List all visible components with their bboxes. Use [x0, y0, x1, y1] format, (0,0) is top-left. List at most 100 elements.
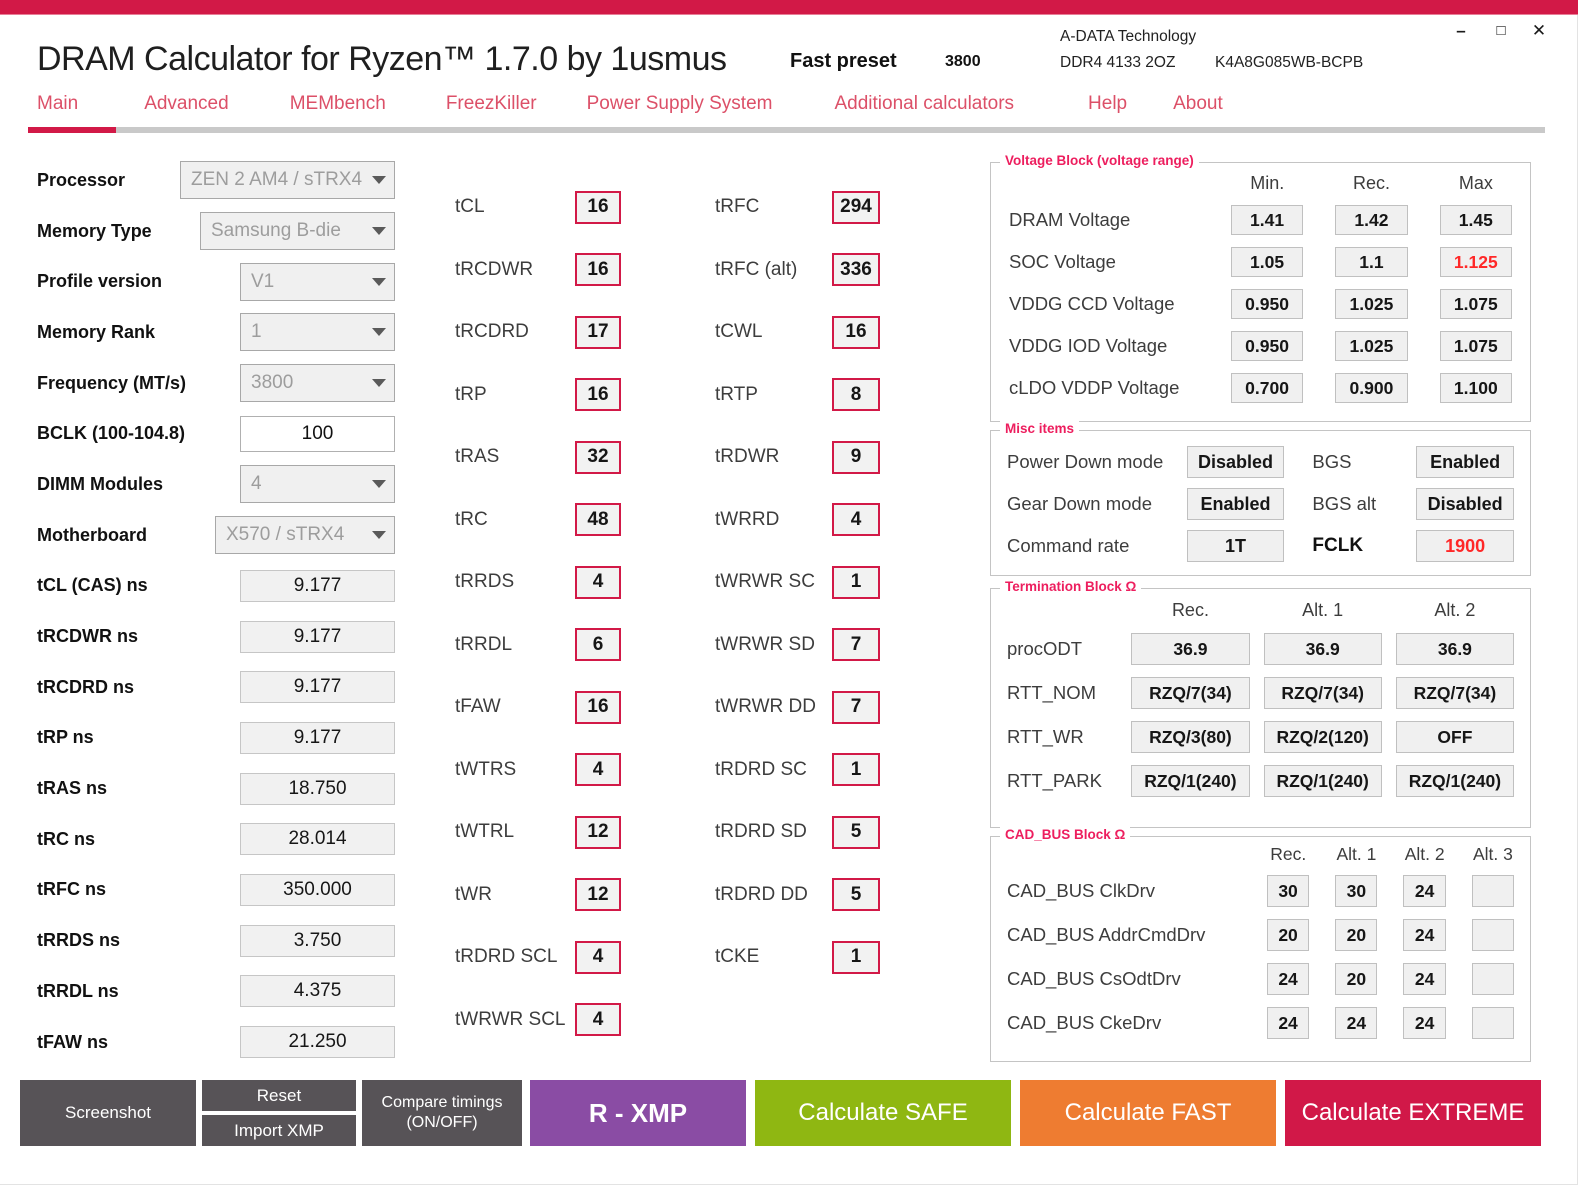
trc-input[interactable] [575, 503, 621, 537]
reset-button[interactable]: Reset [202, 1080, 356, 1111]
tab-help[interactable]: Help [1088, 93, 1128, 114]
cad-bus-row: CAD_BUS ClkDrv 30 30 24 [991, 869, 1530, 913]
twrrd-input[interactable] [832, 503, 880, 537]
tab-main[interactable]: Main [37, 93, 79, 114]
csodtdrv-rec: 24 [1266, 963, 1310, 995]
profile-version-dropdown[interactable]: V1 [240, 262, 395, 301]
ns-row: tRCDRD ns 9.177 [37, 662, 395, 713]
processor-dropdown[interactable]: ZEN 2 AM4 / sTRX4 [180, 161, 395, 200]
tras-input[interactable] [575, 440, 621, 474]
twtrs-input[interactable] [575, 753, 621, 787]
trtp-input[interactable] [832, 378, 880, 412]
trdrd-scl-label: tRDRD SCL [455, 946, 558, 968]
memory-part-number: K4A8G085WB-BCPB [1215, 54, 1364, 71]
voltage-block-legend: Voltage Block (voltage range) [1000, 153, 1199, 168]
trrds-input[interactable] [575, 565, 621, 599]
calculate-extreme-button[interactable]: Calculate EXTREME [1285, 1080, 1541, 1146]
tcl-input[interactable] [575, 190, 621, 224]
calculate-fast-button[interactable]: Calculate FAST [1020, 1080, 1276, 1146]
twrwr-dd-label: tWRWR DD [715, 696, 816, 718]
twr-input[interactable] [575, 878, 621, 912]
gear-down-mode-value: Enabled [1186, 488, 1285, 520]
tab-bar: Main Advanced MEMbench FreezKiller Power… [37, 93, 1223, 115]
dimm-modules-dropdown[interactable]: 4 [240, 465, 395, 504]
soc-voltage-label: SOC Voltage [1009, 251, 1116, 272]
timings-column-2: tRFC tRFC (alt) tCWL tRTP tRDWR tWRRD tW… [715, 176, 933, 989]
tab-freezkiller[interactable]: FreezKiller [445, 93, 537, 114]
vddg-iod-max: 1.075 [1439, 331, 1513, 361]
cad-bus-addrcmddrv-label: CAD_BUS AddrCmdDrv [1007, 924, 1206, 945]
twtrl-input[interactable] [575, 815, 621, 849]
active-tab-indicator [28, 127, 116, 133]
trp-input[interactable] [575, 378, 621, 412]
memory-type-dropdown[interactable]: Samsung B-die [200, 212, 395, 251]
minimize-icon[interactable]: – [1456, 21, 1466, 40]
compare-timings-line2: (ON/OFF) [406, 1114, 478, 1131]
maximize-icon[interactable]: □ [1496, 22, 1506, 39]
cldo-vddp-voltage-label: cLDO VDDP Voltage [1009, 377, 1180, 398]
clkdrv-alt1: 30 [1335, 875, 1378, 907]
twrwr-scl-input[interactable] [575, 1003, 621, 1037]
ckedrv-alt3 [1471, 1007, 1514, 1039]
trfc-input[interactable] [832, 190, 880, 224]
bgs-alt-value: Disabled [1416, 488, 1514, 520]
tab-advanced[interactable]: Advanced [144, 93, 229, 114]
config-row: Processor ZEN 2 AM4 / sTRX4 [37, 155, 395, 206]
tcl-ns-value: 9.177 [240, 569, 395, 602]
trcdwr-ns-label: tRCDWR ns [37, 626, 138, 647]
tfaw-input[interactable] [575, 690, 621, 724]
tcwl-input[interactable] [832, 315, 880, 349]
motherboard-dropdown[interactable]: X570 / sTRX4 [215, 516, 395, 555]
import-xmp-button[interactable]: Import XMP [202, 1115, 356, 1146]
trrdl-input[interactable] [575, 628, 621, 662]
ns-row: tRRDS ns 3.750 [37, 915, 395, 966]
tab-power-supply-system[interactable]: Power Supply System [586, 93, 773, 114]
tab-membench[interactable]: MEMbench [289, 93, 386, 114]
screenshot-button[interactable]: Screenshot [20, 1080, 196, 1146]
tab-about[interactable]: About [1173, 93, 1223, 114]
twrwr-dd-input[interactable] [832, 690, 880, 724]
dropdown-arrow-icon [372, 328, 386, 337]
trrds-ns-value: 3.750 [240, 924, 395, 957]
trcdwr-input[interactable] [575, 253, 621, 287]
memory-rank-dropdown[interactable]: 1 [240, 313, 395, 352]
ns-row: tFAW ns 21.250 [37, 1017, 395, 1068]
trdrd-sc-input[interactable] [832, 753, 880, 787]
csodtdrv-alt3 [1471, 963, 1514, 995]
col-alt1: Alt. 1 [1302, 599, 1344, 620]
termination-row: procODT 36.9 36.9 36.9 [991, 627, 1530, 671]
trdrd-dd-input[interactable] [832, 878, 880, 912]
calculate-safe-button[interactable]: Calculate SAFE [755, 1080, 1011, 1146]
tcke-input[interactable] [832, 940, 880, 974]
trfc-alt-input[interactable] [832, 253, 880, 287]
twrwr-sc-input[interactable] [832, 565, 880, 599]
r-xmp-button[interactable]: R - XMP [530, 1080, 746, 1146]
processor-label: Processor [37, 169, 126, 190]
trcdrd-input[interactable] [575, 315, 621, 349]
config-row: Memory Type Samsung B-die [37, 206, 395, 257]
close-icon[interactable]: ✕ [1531, 21, 1547, 40]
clkdrv-alt3 [1471, 875, 1514, 907]
memory-type-label: Memory Type [37, 220, 152, 241]
trfc-label: tRFC [715, 196, 760, 218]
voltage-row: VDDG CCD Voltage 0.950 1.025 1.075 [991, 283, 1530, 325]
fclk-label: FCLK [1312, 535, 1364, 556]
termination-header: Rec. Alt. 1 Alt. 2 [991, 593, 1530, 627]
termination-block: Termination Block Ω Rec. Alt. 1 Alt. 2 p… [990, 579, 1531, 828]
tab-additional-calculators[interactable]: Additional calculators [834, 93, 1015, 114]
rtt-park-label: RTT_PARK [1007, 770, 1102, 791]
frequency-dropdown[interactable]: 3800 [240, 364, 395, 403]
compare-timings-button[interactable]: Compare timings (ON/OFF) [362, 1080, 522, 1146]
trfc-ns-label: tRFC ns [37, 879, 106, 900]
twrwr-sd-input[interactable] [832, 628, 880, 662]
tcl-label: tCL [455, 196, 485, 218]
termination-row: RTT_WR RZQ/3(80) RZQ/2(120) OFF [991, 715, 1530, 759]
trdrd-sc-label: tRDRD SC [715, 758, 807, 780]
trdwr-input[interactable] [832, 440, 880, 474]
trdrd-sd-input[interactable] [832, 815, 880, 849]
bclk-input[interactable] [240, 415, 395, 452]
config-row: Frequency (MT/s) 3800 [37, 358, 395, 409]
voltage-block: Voltage Block (voltage range) Min. Rec. … [990, 153, 1531, 422]
trdrd-scl-input[interactable] [575, 940, 621, 974]
bgs-label: BGS [1312, 451, 1352, 472]
